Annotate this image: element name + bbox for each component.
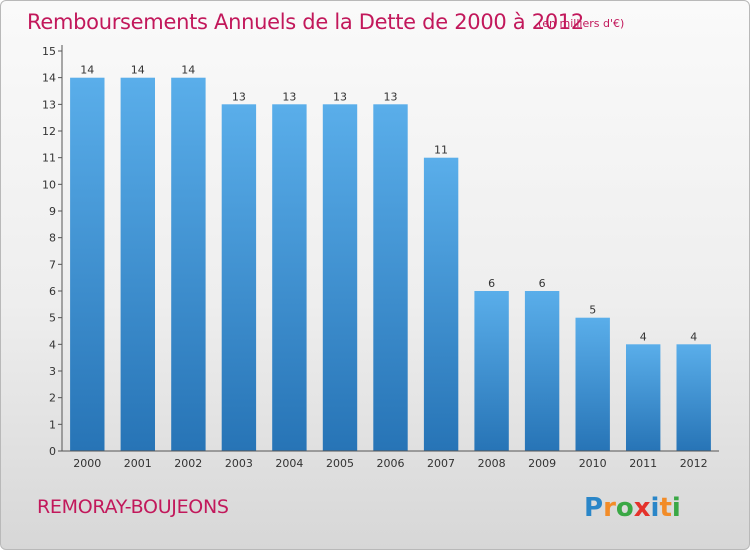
y-tick-label-11: 11: [42, 152, 56, 165]
data-label-2000: 14: [80, 64, 94, 77]
bar-2006: [373, 104, 408, 452]
bar-2002: [171, 77, 206, 451]
y-tick-label-2: 2: [49, 392, 56, 405]
bar-2008: [474, 291, 509, 451]
bar-2001: [120, 77, 155, 451]
x-tick-label-2005: 2005: [326, 457, 354, 470]
data-label-2008: 6: [488, 277, 495, 290]
bars-group: 14 14 14 13 13 13 13 11 6 6 5 4 4: [70, 64, 711, 452]
y-tick-label-14: 14: [42, 72, 56, 85]
y-tick-label-15: 15: [42, 45, 56, 58]
commune-name: REMORAY-BOUJEONS: [37, 496, 229, 518]
x-tick-label-2000: 2000: [73, 457, 101, 470]
data-label-2004: 13: [282, 90, 296, 103]
data-label-2007: 11: [434, 144, 448, 157]
y-tick-label-12: 12: [42, 125, 56, 138]
bar-2003: [221, 104, 257, 452]
data-label-2009: 6: [539, 277, 546, 290]
data-label-2003: 13: [232, 90, 246, 103]
y-tick-label-6: 6: [49, 285, 56, 298]
bar-2009: [524, 291, 560, 451]
x-tick-label-2001: 2001: [124, 457, 152, 470]
data-label-2002: 14: [181, 64, 195, 77]
x-tick-label-2011: 2011: [629, 457, 657, 470]
bar-2007: [423, 157, 459, 451]
data-label-2001: 14: [131, 64, 145, 77]
y-tick-label-13: 13: [42, 98, 56, 111]
x-tick-label-2003: 2003: [225, 457, 253, 470]
x-tick-label-2009: 2009: [528, 457, 556, 470]
bar-2012: [676, 344, 711, 451]
x-tick-label-2007: 2007: [427, 457, 455, 470]
bar-2005: [322, 104, 358, 452]
bar-2000: [70, 77, 105, 451]
y-tick-label-0: 0: [49, 445, 56, 458]
bar-2004: [272, 104, 307, 452]
chart-title: Remboursements Annuels de la Dette de 20…: [27, 10, 584, 34]
axes-group: 2000 2001 2002 2003 2004 2005 2006 2007 2008 2009…: [42, 45, 719, 470]
y-tick-label-8: 8: [49, 232, 56, 245]
data-label-2010: 5: [589, 304, 596, 317]
x-tick-label-2002: 2002: [174, 457, 202, 470]
chart-unit: (en milliers d'€): [538, 17, 625, 30]
data-label-2005: 13: [333, 90, 347, 103]
y-tick-label-7: 7: [49, 258, 56, 271]
proxiti-logo: Proxiti: [584, 493, 681, 523]
data-label-2011: 4: [640, 330, 647, 343]
data-label-2012: 4: [690, 330, 697, 343]
data-label-2006: 13: [384, 90, 398, 103]
x-tick-label-2004: 2004: [275, 457, 303, 470]
x-tick-label-2006: 2006: [377, 457, 405, 470]
y-tick-label-10: 10: [42, 178, 56, 191]
x-tick-label-2010: 2010: [579, 457, 607, 470]
y-tick-label-1: 1: [49, 418, 56, 431]
x-tick-label-2008: 2008: [478, 457, 506, 470]
bar-2010: [575, 317, 610, 451]
y-tick-label-9: 9: [49, 205, 56, 218]
y-tick-label-5: 5: [49, 312, 56, 325]
y-tick-label-4: 4: [49, 338, 56, 351]
x-tick-label-2012: 2012: [680, 457, 708, 470]
svg-text:Proxiti: Proxiti: [584, 493, 681, 523]
y-tick-label-3: 3: [49, 365, 56, 378]
bar-2011: [626, 344, 661, 451]
